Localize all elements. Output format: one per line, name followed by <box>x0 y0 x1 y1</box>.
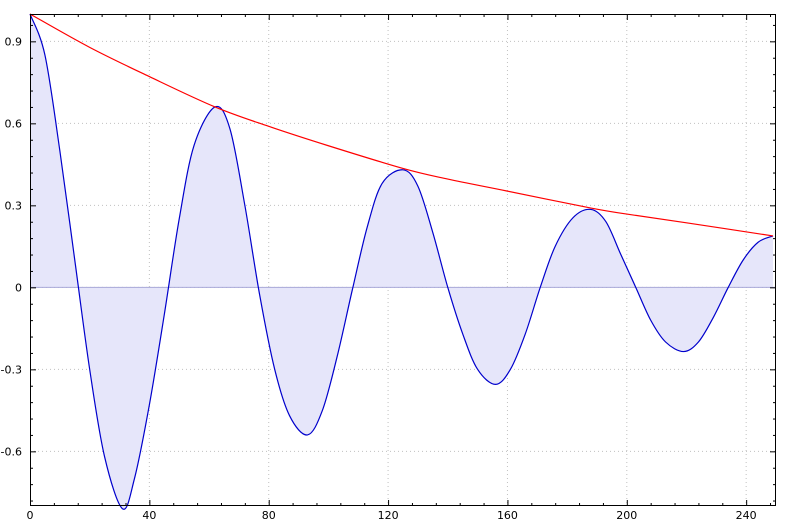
series-line-oscillation <box>29 13 774 510</box>
x-tick-label: 40 <box>142 509 156 522</box>
x-tick-label: 200 <box>616 509 637 522</box>
x-tick-label: 160 <box>497 509 518 522</box>
series-lines <box>29 13 774 510</box>
fill-area-layer <box>30 14 776 510</box>
y-tick-label: 0.9 <box>5 35 23 48</box>
x-tick-label: 80 <box>262 509 276 522</box>
x-tick-label: 240 <box>736 509 757 522</box>
series-line-envelope <box>29 13 774 237</box>
y-tick-label: 0.6 <box>5 117 23 130</box>
plot-border <box>30 14 776 506</box>
axis-ticks <box>30 14 776 506</box>
x-tick-label: 0 <box>27 509 34 522</box>
y-tick-label: 0.3 <box>5 199 23 212</box>
x-tick-label: 120 <box>378 509 399 522</box>
tick-labels: 0 40 80 120 160 200 240 0.9 0.6 0.3 0 -0.3 -0.6 <box>1 35 757 522</box>
y-tick-label: -0.6 <box>1 445 22 458</box>
plot-frame <box>30 14 776 506</box>
series-fill-area <box>30 14 774 510</box>
y-tick-label: 0 <box>15 281 22 294</box>
y-tick-label: -0.3 <box>1 363 22 376</box>
